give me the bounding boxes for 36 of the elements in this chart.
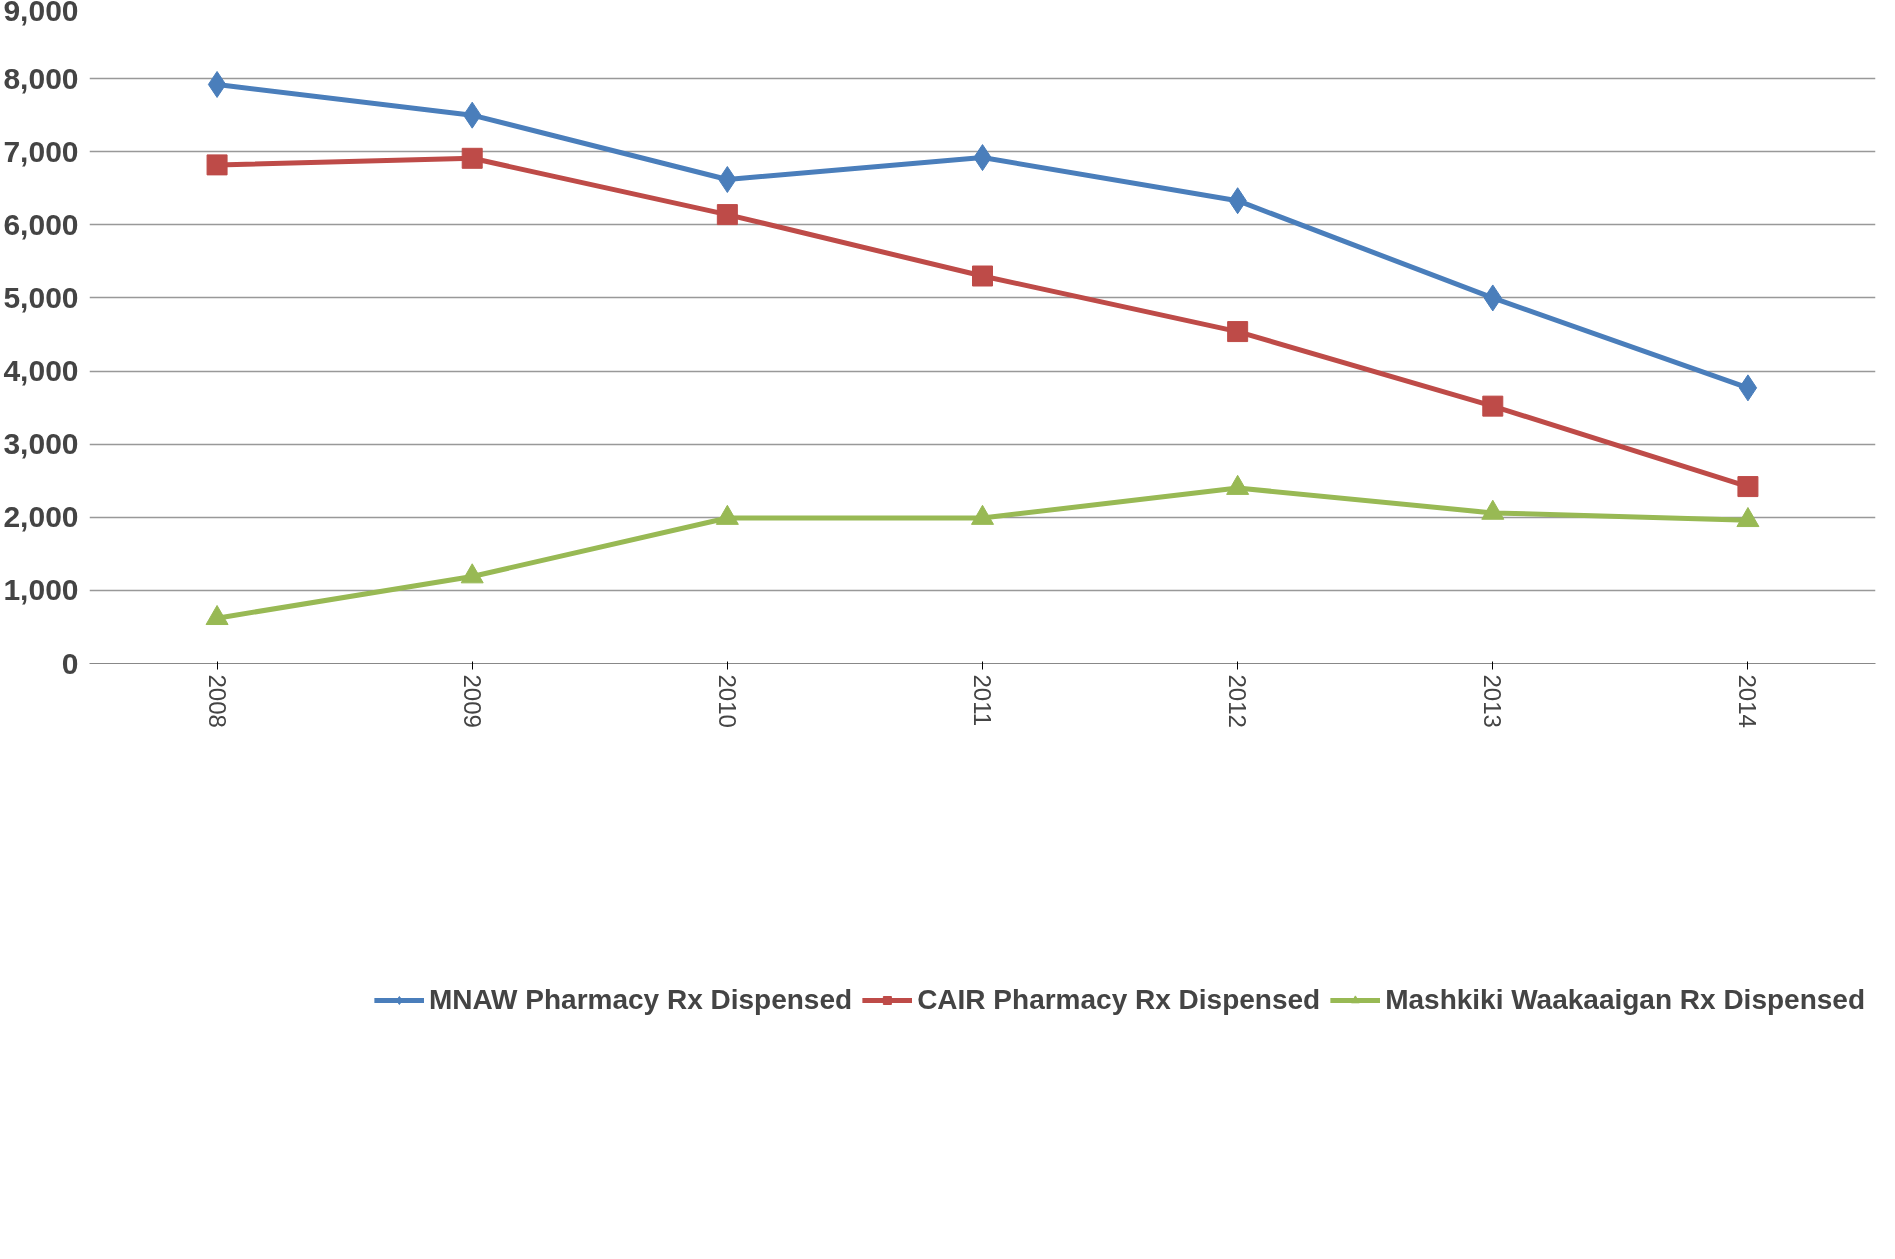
y-tick-label: 2,000 [3, 500, 79, 534]
x-tick-label: 2010 [713, 674, 741, 728]
point [1227, 321, 1249, 343]
y-tick-label: 5,000 [3, 280, 79, 314]
point [1736, 507, 1760, 528]
point [1481, 499, 1505, 520]
y-tick-label: 1,000 [3, 573, 79, 607]
x-tick-label: 2013 [1479, 674, 1507, 728]
y-tick-label: 9,000 [3, 0, 79, 27]
point [460, 563, 484, 584]
x-tick-label: 2011 [969, 674, 996, 727]
point [1482, 395, 1504, 417]
legend-label: MNAW Pharmacy Rx Dispensed [428, 984, 853, 1016]
point [715, 504, 739, 525]
point [718, 166, 737, 193]
y-tick-label: 6,000 [3, 207, 79, 241]
point [972, 265, 993, 287]
point [207, 70, 227, 98]
point [205, 604, 229, 626]
y-tick-label: 0 [61, 646, 79, 680]
point [206, 154, 228, 176]
point [971, 504, 994, 525]
y-tick-label: 3,000 [3, 427, 79, 461]
y-tick-label: 4,000 [3, 354, 79, 388]
y-tick-label: 7,000 [3, 134, 79, 168]
point [716, 204, 738, 226]
point [1738, 374, 1758, 402]
point [461, 147, 483, 169]
point [1226, 474, 1250, 495]
x-tick-label: 2008 [203, 674, 231, 728]
x-tick-label: 2014 [1734, 674, 1762, 728]
legend-label: Mashkiki Waakaaigan Rx Dispensed [1385, 984, 1865, 1016]
x-tick-label: 2009 [458, 674, 486, 728]
x-tick-label: 2012 [1224, 674, 1252, 728]
legend-label: CAIR Pharmacy Rx Dispensed [917, 984, 1321, 1016]
y-tick-label: 8,000 [3, 61, 79, 95]
